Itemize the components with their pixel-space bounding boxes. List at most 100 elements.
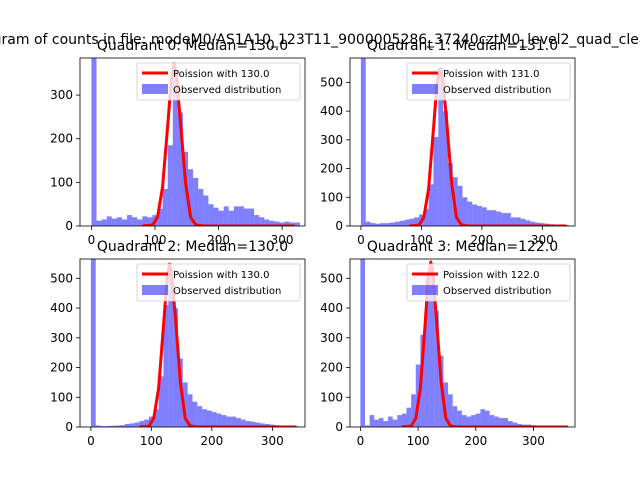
histogram-bar <box>389 222 395 226</box>
histogram-bar <box>425 278 430 427</box>
histogram-bar <box>466 416 472 427</box>
histogram-bar <box>202 409 208 427</box>
x-tick-label: 200 <box>464 434 487 448</box>
y-tick-label: 100 <box>50 390 73 404</box>
histogram-bar <box>461 415 467 427</box>
histogram-bar <box>498 418 504 427</box>
histogram-bar <box>213 207 219 226</box>
histogram-bar <box>433 136 439 226</box>
y-tick-label: 200 <box>320 162 343 176</box>
y-tick-label: 200 <box>320 361 343 375</box>
legend: Poission with 130.0 Observed distribution <box>136 62 301 101</box>
histogram-bar <box>96 220 102 226</box>
histogram-bar <box>233 206 239 226</box>
y-tick-label: 200 <box>50 132 73 146</box>
histogram-bar <box>91 58 97 226</box>
x-tick-label: 100 <box>144 233 167 247</box>
y-tick-label: 400 <box>320 104 343 118</box>
histogram-bar <box>489 415 495 427</box>
quadrant-0-title: Quadrant 0: Median=130.0 <box>97 38 288 54</box>
x-tick-label: 100 <box>140 434 163 448</box>
histogram-bar <box>116 217 122 226</box>
histogram-bar <box>115 425 120 427</box>
x-tick-label: 200 <box>207 233 230 247</box>
y-tick-label: 300 <box>50 88 73 102</box>
histogram-bar <box>95 425 101 427</box>
histogram-bar <box>110 425 116 427</box>
histogram-bar <box>203 195 209 226</box>
histogram-bar <box>193 178 199 226</box>
histogram-bar <box>182 382 188 427</box>
x-tick-label: 200 <box>470 233 493 247</box>
histogram-bar <box>289 222 295 226</box>
quadrant-1-title: Quadrant 1: Median=131.0 <box>367 38 558 54</box>
histogram-bar <box>163 305 169 427</box>
histogram-bar <box>245 421 251 427</box>
axes-frame <box>349 258 576 428</box>
histogram-bar <box>520 218 526 226</box>
histogram-bar <box>142 216 148 226</box>
histogram-bar <box>124 424 130 427</box>
histogram-bar <box>223 206 229 226</box>
histogram-bar <box>198 188 204 226</box>
histogram-bar <box>467 201 473 226</box>
histogram-bar <box>100 426 106 427</box>
histogram-bar <box>172 77 178 226</box>
histogram-bar <box>374 419 379 427</box>
x-tick-label: 300 <box>261 434 284 448</box>
legend-patch-swatch <box>142 84 168 94</box>
legend-box <box>406 263 571 302</box>
histogram-bar <box>187 394 193 427</box>
y-tick-label: 400 <box>320 301 343 315</box>
histogram-bar <box>471 415 476 427</box>
y-tick-label: 0 <box>335 420 343 434</box>
y-tick-label: 300 <box>320 133 343 147</box>
histogram-bar <box>228 210 234 226</box>
histogram-bar <box>255 422 261 427</box>
histogram-bar <box>365 425 370 427</box>
histogram-bar <box>394 221 400 226</box>
legend: Poission with 122.0 Observed distribution <box>406 263 571 302</box>
histogram-bar <box>399 220 405 226</box>
histogram-bar <box>173 308 178 427</box>
y-tick-label: 500 <box>320 271 343 285</box>
histogram-bar <box>260 423 266 427</box>
histogram-bar <box>101 219 107 226</box>
histogram-bar <box>481 207 487 226</box>
histogram-bar <box>259 217 265 226</box>
histogram-bar <box>503 418 509 427</box>
histogram-bar <box>250 421 256 427</box>
histogram-bar <box>192 401 198 427</box>
histogram-bar <box>254 215 260 226</box>
x-tick-label: 100 <box>410 233 433 247</box>
histogram-bar <box>134 422 140 427</box>
histogram-bar <box>409 218 415 226</box>
histogram-bar <box>365 221 371 226</box>
y-tick-label: 0 <box>335 219 343 233</box>
y-tick-label: 100 <box>320 390 343 404</box>
axes-frame <box>349 57 576 227</box>
legend-entry-poisson: Poission with 130.0 <box>173 69 269 80</box>
legend-entry-observed: Observed distribution <box>173 85 281 96</box>
figure-suptitle: Histogram of counts in file: modeM0/AS1A… <box>0 32 640 48</box>
histogram-bar <box>429 267 435 427</box>
legend-entry-observed: Observed distribution <box>443 85 551 96</box>
x-tick-label: 100 <box>407 434 430 448</box>
histogram-bar <box>208 204 214 226</box>
histogram-bar <box>369 415 375 427</box>
histogram-bar <box>438 68 444 226</box>
histogram-bar <box>486 210 492 226</box>
legend-patch-swatch <box>412 84 438 94</box>
quadrant-3-title: Quadrant 3: Median=122.0 <box>367 239 558 255</box>
legend: Poission with 130.0 Observed distribution <box>136 263 301 302</box>
histogram-bar <box>121 219 128 226</box>
histogram-bar <box>491 210 497 226</box>
legend-box <box>406 62 571 101</box>
histogram-bar <box>508 421 513 427</box>
histogram-bar <box>132 217 138 226</box>
histogram-bar <box>106 216 112 226</box>
histogram-bar <box>243 208 250 226</box>
histogram-bar <box>501 213 507 226</box>
histogram-bar <box>144 419 149 427</box>
x-tick-label: 300 <box>271 233 294 247</box>
